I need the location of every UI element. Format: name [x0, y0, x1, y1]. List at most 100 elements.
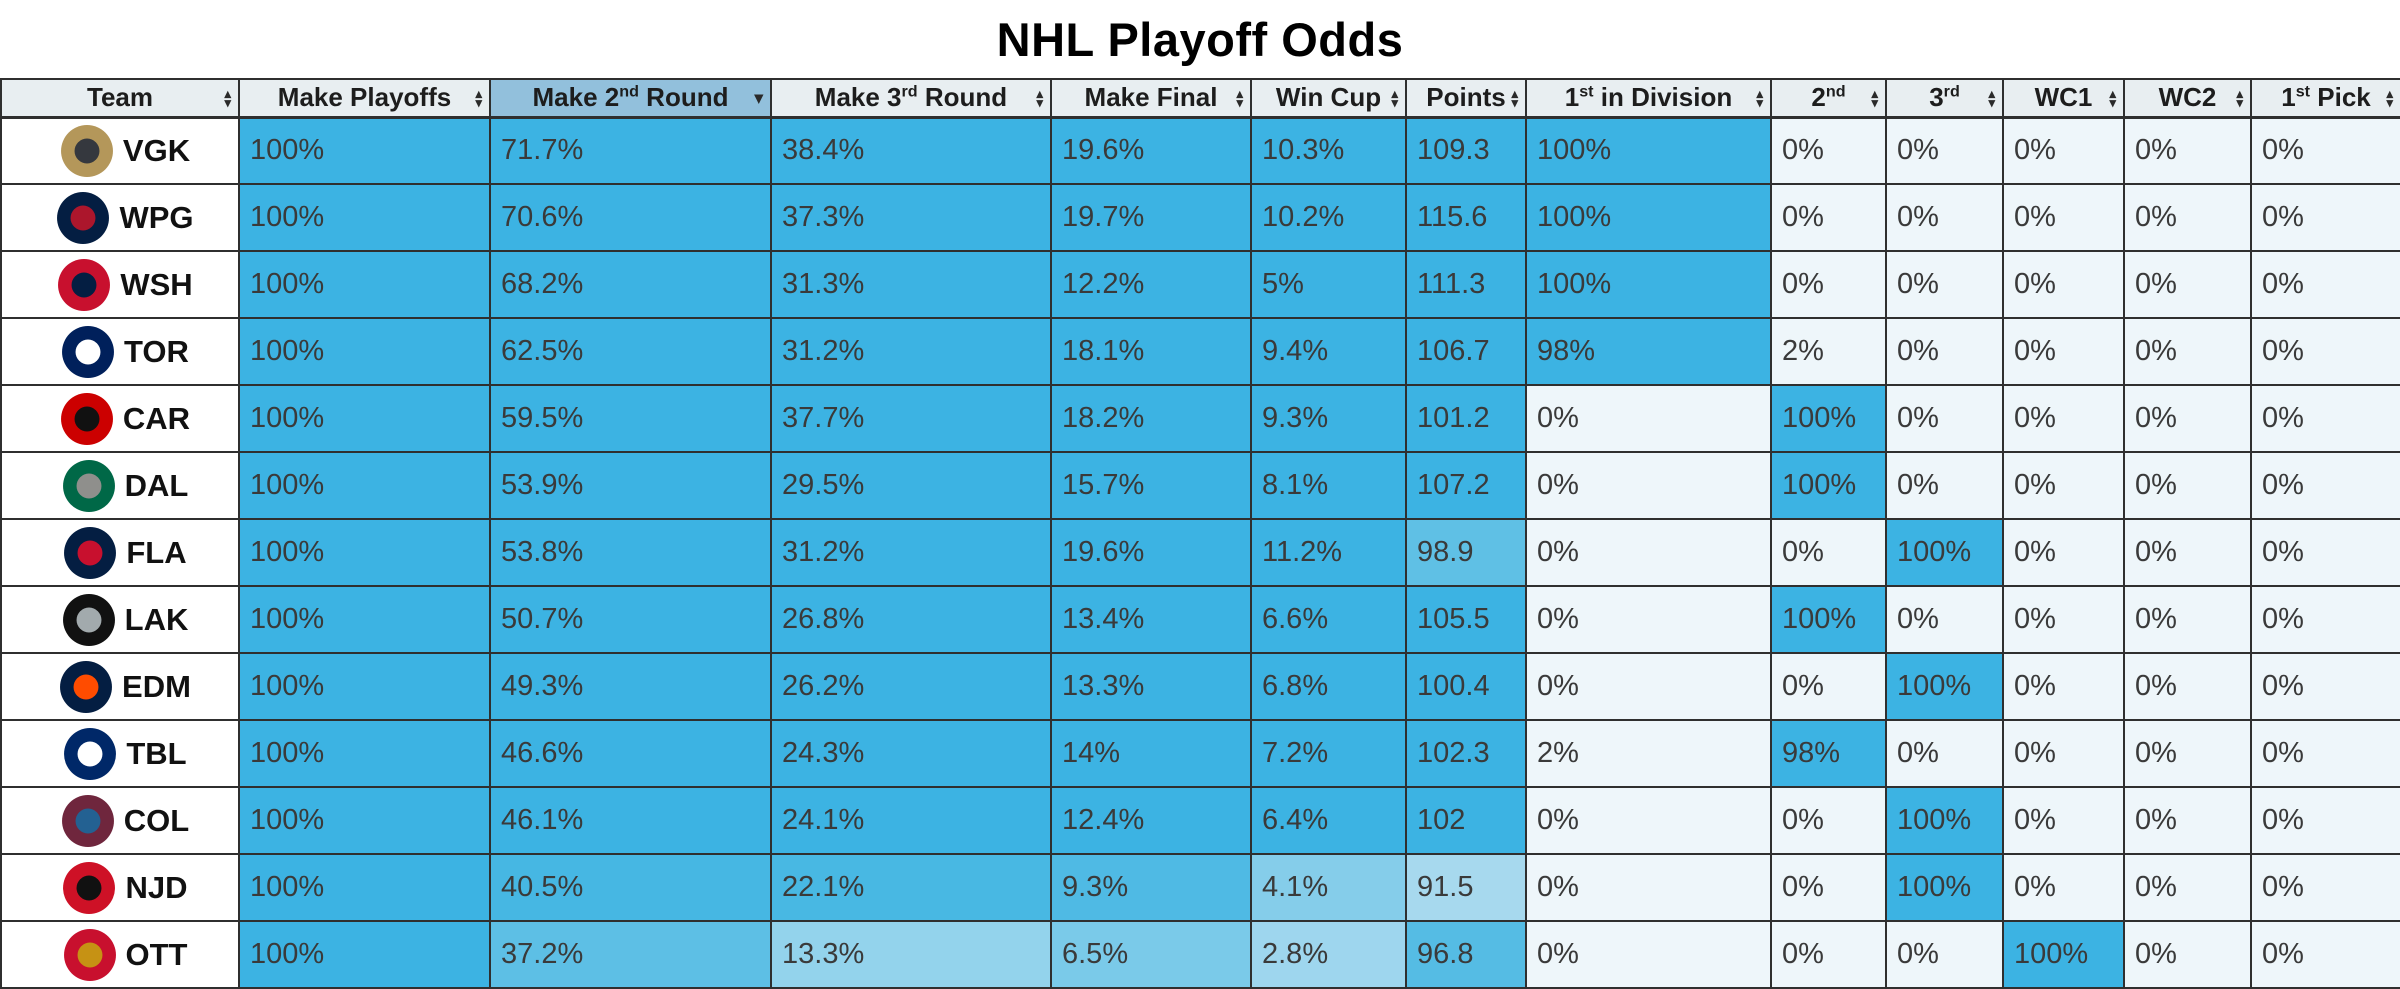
team-logo-njd-icon: [63, 861, 116, 914]
column-header-make-2nd-round[interactable]: Make 2nd Round ▾: [489, 78, 772, 119]
odds-cell-make-final: 18.2%: [1050, 384, 1252, 453]
table-row-lak: LAK 100% 50.7% 26.8% 13.4% 6.6% 105.5 0% 100% 0% 0…: [0, 585, 2400, 654]
odds-cell-make-3rd-round: 26.2%: [770, 652, 1052, 721]
column-header-team[interactable]: Team ▴ ▾: [0, 78, 240, 119]
odds-cell-2nd: 100%: [1770, 585, 1887, 654]
sort-both-icon[interactable]: ▴ ▾: [1756, 85, 1763, 110]
odds-cell-points: 107.2: [1405, 451, 1527, 520]
table-row-dal: DAL 100% 53.9% 29.5% 15.7% 8.1% 107.2 0% 100% 0% 0…: [0, 451, 2400, 520]
odds-cell-3rd: 0%: [1885, 250, 2004, 319]
team-abbr: FLA: [126, 534, 187, 570]
odds-cell-1st-in-division: 0%: [1525, 853, 1772, 922]
odds-cell-make-final: 18.1%: [1050, 317, 1252, 386]
column-header-3rd[interactable]: 3rd ▴ ▾: [1885, 78, 2004, 119]
team-logo-lak-icon: [62, 593, 115, 646]
odds-cell-wc1: 0%: [2002, 116, 2125, 185]
team-logo-ott-icon: [63, 928, 116, 981]
column-header-1st-in-division[interactable]: 1st in Division ▴ ▾: [1525, 78, 1772, 119]
odds-cell-1st-pick: 0%: [2250, 920, 2400, 989]
sort-both-icon[interactable]: ▴ ▾: [1511, 85, 1518, 110]
team-cell-edm: EDM: [0, 652, 240, 721]
sort-desc-icon[interactable]: ▾: [754, 88, 763, 108]
odds-cell-points: 96.8: [1405, 920, 1527, 989]
sort-both-icon[interactable]: ▴ ▾: [2236, 85, 2243, 110]
odds-cell-wc2: 0%: [2123, 317, 2252, 386]
odds-cell-wc2: 0%: [2123, 786, 2252, 855]
team: TBL: [12, 722, 237, 785]
sort-both-icon[interactable]: ▴ ▾: [1036, 85, 1043, 110]
odds-cell-2nd: 2%: [1770, 317, 1887, 386]
odds-cell-3rd: 0%: [1885, 183, 2004, 252]
odds-cell-make-2nd-round: 59.5%: [489, 384, 772, 453]
odds-cell-win-cup: 4.1%: [1250, 853, 1407, 922]
odds-cell-2nd: 0%: [1770, 853, 1887, 922]
odds-cell-make-playoffs: 100%: [238, 451, 491, 520]
odds-cell-make-playoffs: 100%: [238, 183, 491, 252]
odds-cell-2nd: 98%: [1770, 719, 1887, 788]
odds-cell-wc2: 0%: [2123, 585, 2252, 654]
team-abbr: NJD: [125, 869, 188, 905]
odds-cell-1st-pick: 0%: [2250, 183, 2400, 252]
team-abbr: WPG: [119, 199, 194, 235]
column-header-wc2[interactable]: WC2 ▴ ▾: [2123, 78, 2252, 119]
odds-cell-wc2: 0%: [2123, 652, 2252, 721]
team-logo-col-icon: [61, 794, 114, 847]
sort-both-icon[interactable]: ▴ ▾: [1391, 85, 1398, 110]
odds-cell-3rd: 0%: [1885, 585, 2004, 654]
odds-cell-wc1: 0%: [2002, 451, 2125, 520]
sort-both-icon[interactable]: ▴ ▾: [1236, 85, 1243, 110]
team-cell-lak: LAK: [0, 585, 240, 654]
sort-both-icon[interactable]: ▴ ▾: [1871, 85, 1878, 110]
sort-both-icon[interactable]: ▴ ▾: [475, 85, 482, 110]
sort-both-icon[interactable]: ▴ ▾: [1988, 85, 1995, 110]
team: NJD: [12, 856, 237, 919]
team: VGK: [12, 119, 237, 182]
team: DAL: [12, 454, 237, 517]
team-logo-dal-icon: [62, 459, 115, 512]
odds-cell-3rd: 0%: [1885, 384, 2004, 453]
column-header-make-final[interactable]: Make Final ▴ ▾: [1050, 78, 1252, 119]
odds-cell-2nd: 0%: [1770, 920, 1887, 989]
sort-both-icon[interactable]: ▴ ▾: [2109, 85, 2116, 110]
odds-cell-win-cup: 9.3%: [1250, 384, 1407, 453]
odds-cell-wc1: 0%: [2002, 183, 2125, 252]
odds-cell-wc1: 0%: [2002, 250, 2125, 319]
column-header-label: Make Playoffs: [277, 82, 452, 113]
team-cell-tor: TOR: [0, 317, 240, 386]
team-abbr: TOR: [124, 333, 189, 369]
odds-cell-3rd: 0%: [1885, 317, 2004, 386]
team-logo-vgk-icon: [60, 124, 113, 177]
odds-cell-points: 102.3: [1405, 719, 1527, 788]
column-header-win-cup[interactable]: Win Cup ▴ ▾: [1250, 78, 1407, 119]
table-row-vgk: VGK 100% 71.7% 38.4% 19.6% 10.3% 109.3 100% 0% 0%…: [0, 116, 2400, 185]
odds-cell-make-2nd-round: 49.3%: [489, 652, 772, 721]
team-cell-car: CAR: [0, 384, 240, 453]
sort-both-icon[interactable]: ▴ ▾: [224, 85, 231, 110]
odds-cell-make-final: 12.4%: [1050, 786, 1252, 855]
column-header-make-3rd-round[interactable]: Make 3rd Round ▴ ▾: [770, 78, 1052, 119]
column-header-wc1[interactable]: WC1 ▴ ▾: [2002, 78, 2125, 119]
team-abbr: OTT: [125, 936, 188, 972]
odds-cell-wc2: 0%: [2123, 920, 2252, 989]
odds-cell-make-final: 15.7%: [1050, 451, 1252, 520]
odds-cell-2nd: 0%: [1770, 116, 1887, 185]
team-abbr: TBL: [126, 735, 187, 771]
odds-cell-make-playoffs: 100%: [238, 920, 491, 989]
odds-cell-win-cup: 6.6%: [1250, 585, 1407, 654]
column-header-2nd[interactable]: 2nd ▴ ▾: [1770, 78, 1887, 119]
odds-cell-2nd: 0%: [1770, 250, 1887, 319]
odds-cell-points: 105.5: [1405, 585, 1527, 654]
odds-cell-make-playoffs: 100%: [238, 786, 491, 855]
team: COL: [12, 789, 237, 852]
odds-cell-make-3rd-round: 29.5%: [770, 451, 1052, 520]
odds-cell-1st-pick: 0%: [2250, 384, 2400, 453]
column-header-make-playoffs[interactable]: Make Playoffs ▴ ▾: [238, 78, 491, 119]
sort-both-icon[interactable]: ▴ ▾: [2386, 85, 2393, 110]
odds-cell-make-playoffs: 100%: [238, 250, 491, 319]
odds-cell-3rd: 0%: [1885, 920, 2004, 989]
column-header-points[interactable]: Points ▴ ▾: [1405, 78, 1527, 119]
odds-cell-win-cup: 2.8%: [1250, 920, 1407, 989]
column-header-1st-pick[interactable]: 1st Pick ▴ ▾: [2250, 78, 2400, 119]
table-row-col: COL 100% 46.1% 24.1% 12.4% 6.4% 102 0% 0% 100% 0% 0…: [0, 786, 2400, 855]
team: TOR: [12, 320, 237, 383]
